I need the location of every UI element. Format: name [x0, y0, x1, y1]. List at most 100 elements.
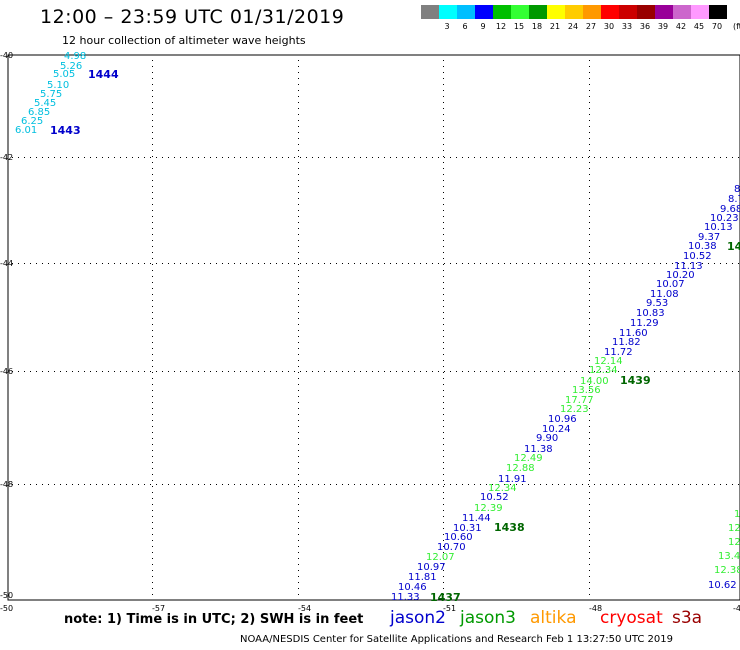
grid-dot: [589, 198, 590, 199]
grid-dot: [443, 252, 444, 253]
grid-dot: [443, 192, 444, 193]
grid-dot: [589, 96, 590, 97]
grid-dot: [606, 484, 607, 485]
grid-dot: [60, 371, 61, 372]
grid-dot: [152, 150, 153, 151]
grid-dot: [684, 157, 685, 158]
grid-dot: [456, 263, 457, 264]
grid-dot: [276, 263, 277, 264]
grid-dot: [174, 263, 175, 264]
grid-dot: [108, 371, 109, 372]
grid-dot: [589, 126, 590, 127]
grid-dot: [298, 528, 299, 529]
grid-dot: [298, 438, 299, 439]
grid-dot: [654, 371, 655, 372]
grid-dot: [570, 263, 571, 264]
wave-height-label: 10.24: [542, 424, 571, 435]
grid-dot: [294, 263, 295, 264]
grid-dot: [298, 582, 299, 583]
grid-dot: [114, 484, 115, 485]
grid-dot: [298, 90, 299, 91]
grid-dot: [564, 157, 565, 158]
grid-dot: [152, 522, 153, 523]
grid-dot: [210, 157, 211, 158]
grid-dot: [152, 516, 153, 517]
grid-dot: [298, 186, 299, 187]
grid-dot: [342, 263, 343, 264]
grid-dot: [298, 138, 299, 139]
grid-dot: [298, 576, 299, 577]
grid-dot: [298, 144, 299, 145]
grid-dot: [294, 157, 295, 158]
grid-dot: [589, 216, 590, 217]
grid-dot: [420, 371, 421, 372]
grid-dot: [152, 570, 153, 571]
grid-dot: [589, 540, 590, 541]
map-subtitle: 12 hour collection of altimeter wave hei…: [62, 34, 306, 47]
grid-dot: [738, 263, 739, 264]
grid-dot: [443, 498, 444, 499]
grid-dot: [324, 157, 325, 158]
grid-dot: [589, 180, 590, 181]
grid-dot: [612, 157, 613, 158]
grid-dot: [606, 157, 607, 158]
grid-dot: [414, 263, 415, 264]
grid-dot: [372, 157, 373, 158]
grid-dot: [589, 396, 590, 397]
grid-dot: [486, 371, 487, 372]
grid-dot: [384, 484, 385, 485]
grid-dot: [594, 371, 595, 372]
grid-dot: [294, 371, 295, 372]
grid-dot: [720, 263, 721, 264]
grid-dot: [522, 484, 523, 485]
grid-dot: [150, 371, 151, 372]
grid-dot: [443, 216, 444, 217]
wave-height-label: 10.83: [636, 308, 665, 319]
grid-dot: [708, 371, 709, 372]
grid-dot: [152, 282, 153, 283]
grid-dot: [298, 546, 299, 547]
grid-dot: [443, 468, 444, 469]
grid-dot: [228, 263, 229, 264]
wave-height-label: 4.98: [64, 51, 86, 62]
grid-dot: [396, 484, 397, 485]
grid-dot: [443, 420, 444, 421]
grid-dot: [152, 270, 153, 271]
grid-dot: [298, 534, 299, 535]
grid-dot: [443, 108, 444, 109]
grid-dot: [390, 157, 391, 158]
grid-dot: [714, 371, 715, 372]
grid-dot: [152, 78, 153, 79]
colorbar-swatch: [565, 5, 583, 19]
grid-dot: [152, 168, 153, 169]
grid-dot: [589, 258, 590, 259]
grid-dot: [558, 263, 559, 264]
grid-dot: [589, 132, 590, 133]
grid-dot: [306, 371, 307, 372]
grid-dot: [443, 102, 444, 103]
grid-dot: [589, 480, 590, 481]
grid-dot: [90, 371, 91, 372]
grid-dot: [450, 157, 451, 158]
grid-dot: [589, 276, 590, 277]
wave-height-label: 12.23: [560, 404, 589, 415]
grid-dot: [152, 72, 153, 73]
wave-height-label: 5.26: [60, 61, 82, 72]
grid-dot: [426, 371, 427, 372]
grid-dot: [298, 168, 299, 169]
grid-dot: [589, 534, 590, 535]
wave-height-label: 11.08: [650, 289, 679, 300]
grid-dot: [642, 157, 643, 158]
wave-height-label: 13.56: [572, 385, 601, 396]
colorbar-swatch: [511, 5, 529, 19]
grid-dot: [282, 263, 283, 264]
grid-dot: [48, 263, 49, 264]
grid-dot: [282, 484, 283, 485]
grid-dot: [108, 157, 109, 158]
grid-dot: [288, 263, 289, 264]
grid-dot: [462, 371, 463, 372]
grid-dot: [600, 157, 601, 158]
grid-dot: [300, 371, 301, 372]
grid-dot: [589, 90, 590, 91]
grid-dot: [270, 371, 271, 372]
